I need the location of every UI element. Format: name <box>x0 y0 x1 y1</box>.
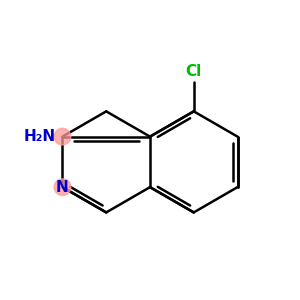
Text: H₂N: H₂N <box>23 129 55 144</box>
Circle shape <box>54 179 71 196</box>
Circle shape <box>54 128 71 145</box>
Text: Cl: Cl <box>186 64 202 79</box>
Text: N: N <box>56 180 69 195</box>
